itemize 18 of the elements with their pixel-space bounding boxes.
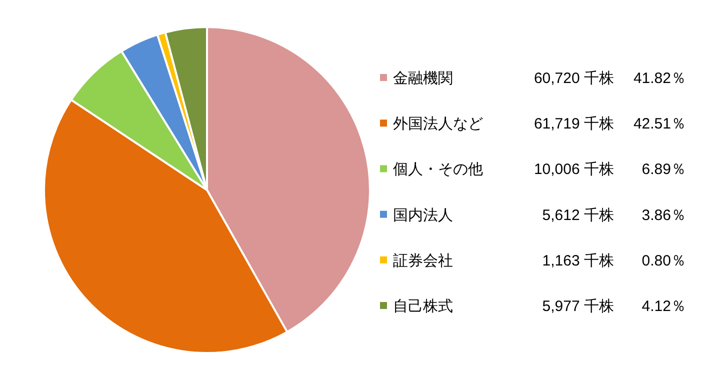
data-label: 10,006 千株	[534, 161, 614, 178]
text: 4.12％	[642, 298, 686, 315]
data-label: 60,720 千株	[534, 70, 614, 87]
legend-label: 証券会社	[393, 252, 453, 270]
legend-label: 個人・その他	[393, 161, 483, 178]
data-label: 5,977 千株	[542, 298, 614, 315]
text: 41.82％	[633, 70, 686, 87]
legend-label: 金融機関	[393, 70, 453, 87]
data-label: 1,163 千株	[542, 252, 614, 270]
data-label: 5,612 千株	[542, 206, 614, 224]
text: 42.51％	[633, 116, 686, 133]
text: 0.80％	[642, 252, 686, 270]
legend-label: 国内法人	[393, 206, 453, 224]
text: 3.86％	[642, 206, 686, 224]
data-label: 61,719 千株	[534, 116, 614, 133]
legend-label: 自己株式	[393, 298, 453, 315]
legend-label: 外国法人など	[393, 116, 483, 133]
text: 6.89％	[642, 161, 686, 178]
